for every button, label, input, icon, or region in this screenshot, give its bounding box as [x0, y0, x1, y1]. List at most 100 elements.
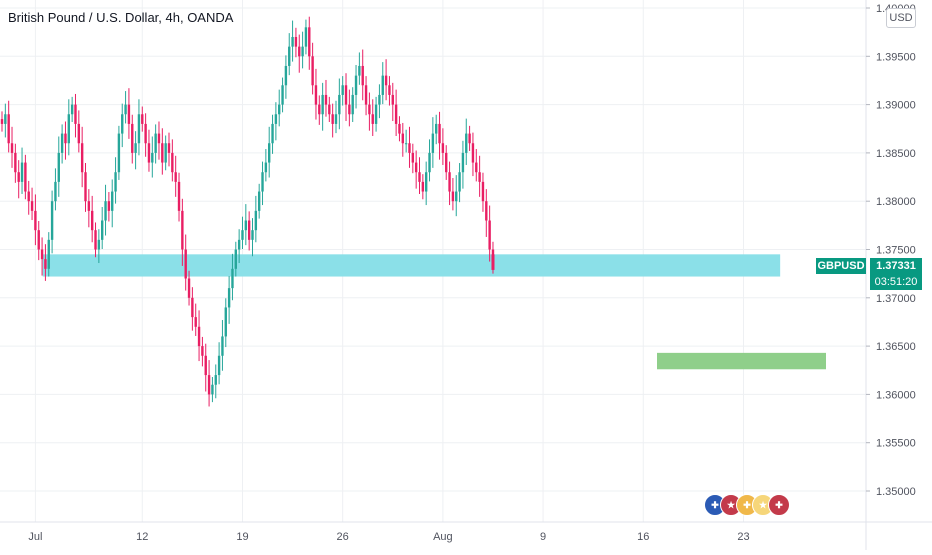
candle-body [331, 114, 334, 124]
candle-body [284, 65, 288, 86]
candle-body [301, 46, 304, 57]
candle-body [167, 143, 171, 153]
candle-body [368, 104, 371, 115]
candle-body [244, 220, 248, 231]
candle-body [191, 297, 194, 318]
uk-flag-icon[interactable]: ✚ [768, 494, 790, 516]
y-tick-label: 1.38000 [876, 196, 916, 208]
y-tick-label: 1.37000 [876, 293, 916, 305]
currency-badge[interactable]: USD [886, 8, 916, 28]
candle-body [44, 259, 47, 269]
x-tick-label: 23 [737, 531, 749, 543]
y-tick-label: 1.39500 [876, 51, 916, 63]
candle-body [0, 119, 4, 124]
candle-body [328, 104, 331, 115]
candle-body [151, 152, 154, 163]
candle-body [288, 46, 291, 66]
candle-body [137, 114, 141, 144]
candle-body [111, 191, 114, 211]
y-tick-label: 1.35000 [876, 486, 916, 498]
candle-body [144, 123, 147, 144]
candle-body [451, 191, 455, 202]
candle-body [161, 143, 164, 163]
candle-body [441, 143, 445, 153]
candle-body [468, 133, 471, 144]
candle-body [50, 201, 54, 240]
candle-body [351, 94, 354, 115]
candle-body [435, 123, 438, 134]
candle-body [134, 143, 137, 153]
candle-body [157, 133, 161, 144]
y-tick-label: 1.36500 [876, 341, 916, 353]
candle-body [237, 239, 241, 250]
candle-body [187, 278, 191, 298]
candle-body [421, 181, 425, 192]
candle-body [358, 65, 361, 76]
candle-body [94, 230, 97, 250]
candle-body [234, 249, 237, 269]
candle-body [131, 123, 134, 153]
candle-body [324, 94, 328, 105]
candle-body [147, 143, 151, 163]
candle-body [378, 94, 381, 105]
candle-body [30, 201, 34, 211]
candle-body [348, 104, 351, 115]
candle-body [20, 162, 24, 182]
candle-body [428, 152, 431, 173]
candle-body [458, 172, 461, 192]
candle-body [217, 355, 221, 376]
candle-body [124, 104, 127, 115]
candle-body [461, 152, 465, 173]
candle-body [181, 210, 184, 250]
candle-body [294, 36, 298, 47]
candle-body [344, 85, 348, 105]
candle-body [97, 239, 101, 250]
y-tick-label: 1.39000 [876, 100, 916, 112]
candle-body [227, 288, 231, 308]
candle-body [214, 375, 217, 385]
candle-body [485, 201, 488, 221]
candle-body [70, 104, 74, 115]
candle-body [264, 162, 268, 173]
candle-body [438, 123, 441, 144]
candle-body [401, 133, 404, 144]
candle-body [141, 114, 144, 124]
economic-events[interactable]: ✚ ★ ✚ ★ ✚ [704, 494, 790, 516]
candle-body [414, 162, 418, 173]
last-candle [491, 254, 495, 270]
candle-body [127, 104, 131, 124]
candle-body [67, 114, 70, 144]
candle-body [84, 172, 87, 202]
candle-body [321, 94, 324, 115]
candle-body [47, 239, 50, 269]
candle-body [481, 181, 485, 202]
y-tick-label: 1.35500 [876, 438, 916, 450]
candle-body [374, 104, 378, 124]
target-zone [657, 352, 826, 370]
candle-body [174, 172, 177, 182]
candle-body [154, 133, 157, 153]
candle-body [398, 123, 401, 134]
candle-body [80, 143, 84, 173]
candle-body [57, 152, 60, 182]
candle-body [77, 123, 81, 144]
candle-body [197, 326, 201, 347]
candle-body [298, 46, 301, 57]
x-tick-label: 19 [236, 531, 248, 543]
candle-body [177, 181, 181, 211]
candle-body [104, 201, 107, 221]
x-tick-label: 12 [136, 531, 148, 543]
candle-body [381, 75, 384, 95]
candle-body [211, 384, 214, 395]
candle-body [194, 317, 197, 327]
candle-body [384, 75, 388, 86]
y-tick-label: 1.36000 [876, 389, 916, 401]
candle-body [445, 152, 448, 173]
candle-body [418, 172, 421, 182]
candle-body [388, 85, 391, 95]
symbol-tag: GBPUSD [816, 258, 866, 274]
candle-body [207, 375, 211, 395]
candle-body [268, 143, 271, 163]
